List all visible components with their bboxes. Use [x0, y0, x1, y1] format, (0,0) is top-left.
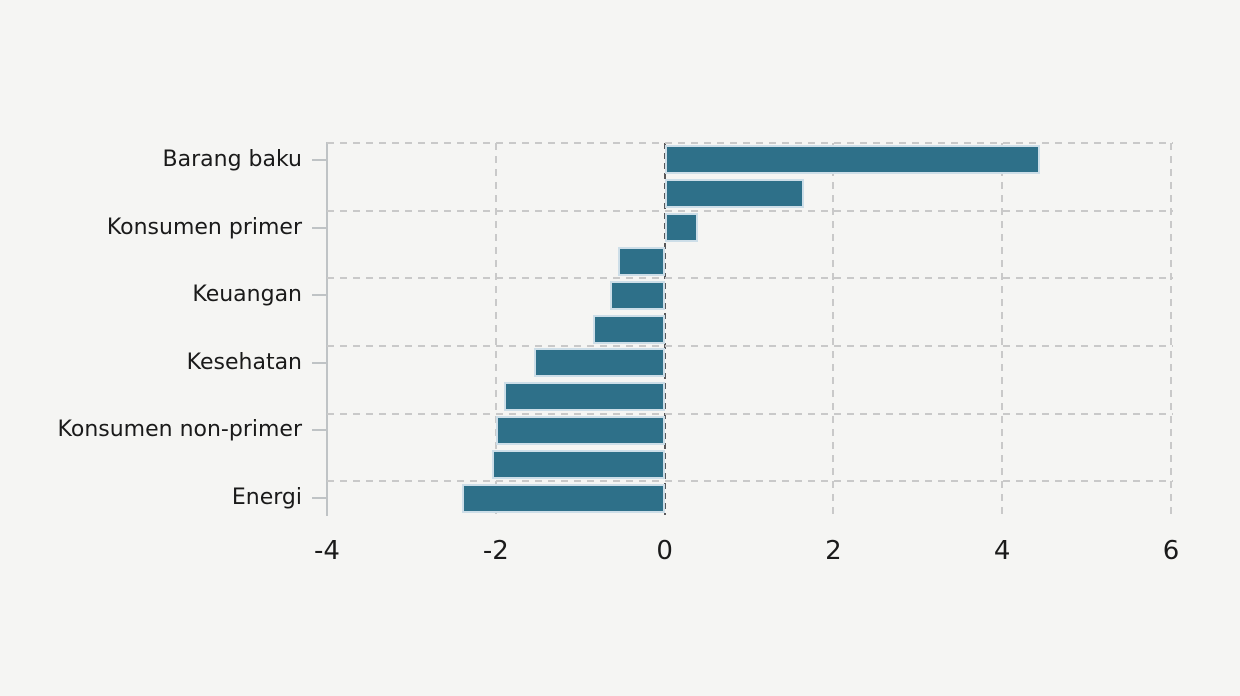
y-tick-mark	[312, 158, 327, 161]
bar-row-1	[664, 179, 804, 209]
y-tick-label: Kesehatan	[186, 349, 302, 375]
horizontal-gridline	[327, 142, 1173, 144]
vertical-gridline	[832, 143, 835, 515]
y-tick-label: Keuangan	[192, 282, 302, 308]
x-tick-label: 4	[993, 536, 1011, 566]
x-tick-label: 0	[656, 536, 673, 566]
y-tick-label: Konsumen non-primer	[57, 417, 302, 443]
y-tick-label: Konsumen primer	[106, 214, 302, 240]
bar-row-9	[491, 449, 665, 479]
horizontal-gridline	[327, 277, 1173, 280]
x-tick-label: -4	[314, 536, 340, 566]
y-tick-mark	[312, 294, 327, 297]
x-tick-label: 6	[1162, 536, 1180, 566]
y-tick-mark	[312, 497, 327, 500]
bar-row-7	[504, 382, 665, 412]
horizontal-gridline	[327, 480, 1173, 483]
vertical-gridline	[1001, 143, 1004, 515]
x-tick-label: 2	[825, 536, 842, 566]
horizontal-gridline	[327, 412, 1173, 415]
bar-kesehatan	[533, 348, 665, 378]
y-tick-label: Energi	[231, 485, 302, 511]
y-tick-mark	[312, 429, 327, 432]
bar-row-5	[592, 314, 665, 344]
bar-row-3	[618, 246, 665, 276]
plot-area	[326, 142, 1173, 516]
x-tick-label: -2	[482, 536, 509, 566]
vertical-gridline	[1170, 143, 1172, 515]
bar-energi	[462, 483, 665, 513]
bar-barang-baku	[664, 145, 1041, 175]
bar-konsumen-primer	[664, 213, 699, 243]
y-axis-spine	[326, 142, 328, 516]
y-tick-label: Barang baku	[162, 146, 302, 172]
bar-konsumen-non-primer	[495, 415, 665, 445]
horizontal-gridline	[327, 344, 1173, 347]
bar-keuangan	[609, 280, 665, 310]
horizontal-gridline	[327, 209, 1173, 212]
y-tick-mark	[312, 361, 327, 364]
y-tick-mark	[312, 226, 327, 229]
zero-gridline	[663, 143, 666, 515]
vertical-gridline	[494, 143, 497, 515]
